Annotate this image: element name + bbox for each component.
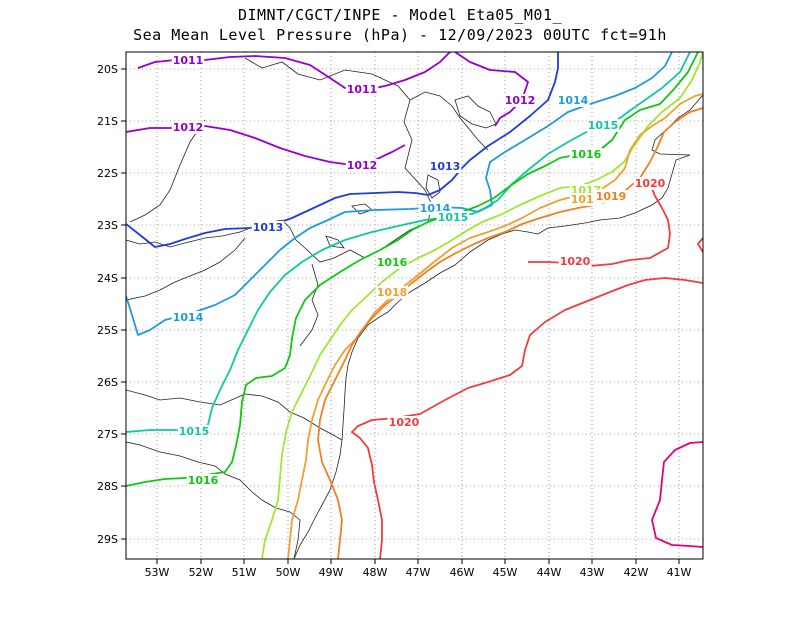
isobar-1021	[651, 441, 703, 548]
lon-label: 45W	[493, 566, 518, 579]
title-line-1: DIMNT/CGCT/INPE - Model Eta05_M01_	[237, 6, 563, 24]
contour-label-bg	[345, 83, 379, 96]
lat-label: 28S	[97, 480, 118, 493]
contour-label-bg	[594, 190, 628, 203]
contour-label: 1015	[179, 425, 210, 438]
lon-label: 50W	[276, 566, 301, 579]
isobar-1020-east	[697, 237, 703, 253]
lat-label: 21S	[97, 115, 118, 128]
lat-label: 20S	[97, 63, 118, 76]
bay	[351, 203, 373, 215]
contour-label: 1019	[596, 190, 627, 203]
contour-label: 1020	[389, 416, 420, 429]
lat-label: 25S	[97, 324, 118, 337]
isobar-1020-main	[351, 277, 703, 559]
lat-label: 24S	[97, 272, 118, 285]
contour-label: 1013	[430, 160, 461, 173]
contour-label-bg	[558, 255, 592, 268]
contour-label: 1020	[560, 255, 591, 268]
contour-label-bg	[503, 94, 537, 107]
state-border	[126, 389, 343, 441]
contour-label-bg	[186, 474, 220, 487]
contour-label-bg	[375, 256, 409, 269]
lon-label: 47W	[406, 566, 431, 579]
contour-label: 1012	[505, 94, 536, 107]
contour-label: 1015	[438, 211, 469, 224]
contour-label-bg	[251, 221, 285, 234]
contour-label: 1014	[558, 94, 589, 107]
contour-label: 1016	[571, 148, 602, 161]
contour-label: 1012	[347, 159, 378, 172]
contour-label: 1013	[253, 221, 284, 234]
contour-label: 1016	[188, 474, 219, 487]
lon-label: 44W	[537, 566, 562, 579]
contour-label-bg	[345, 159, 379, 172]
isobars	[126, 52, 703, 559]
state-border	[409, 91, 489, 151]
tick-marks	[121, 68, 680, 564]
contour-label-bg	[569, 148, 603, 161]
contour-label-bg	[436, 211, 470, 224]
contour-label: 1011	[173, 54, 204, 67]
state-border	[126, 441, 301, 559]
contour-label: 1015	[588, 119, 619, 132]
contour-labels: 1011 1011 1012 1012 1012 1013 1013 1014 …	[171, 54, 667, 487]
contour-label-bg	[171, 54, 205, 67]
lon-label: 42W	[624, 566, 649, 579]
contour-label: 1016	[377, 256, 408, 269]
lon-label: 48W	[363, 566, 388, 579]
state-border	[129, 119, 206, 223]
lon-label: 41W	[667, 566, 692, 579]
isobar-1013	[126, 52, 559, 248]
map-frame	[125, 51, 704, 560]
island	[454, 95, 497, 129]
lon-label: 52W	[189, 566, 214, 579]
contour-label: 1018	[377, 286, 408, 299]
lat-label: 29S	[97, 533, 118, 546]
lat-label: 27S	[97, 428, 118, 441]
bay	[425, 174, 441, 199]
lon-label: 53W	[145, 566, 170, 579]
contour-label-bg	[569, 193, 603, 206]
lon-label: 46W	[450, 566, 475, 579]
contour-label: 1018	[571, 193, 602, 206]
state-border	[299, 263, 319, 347]
contour-label-bg	[171, 311, 205, 324]
contour-label: 1011	[347, 83, 378, 96]
contour-label: 1020	[635, 177, 666, 190]
contour-label: 1012	[173, 121, 204, 134]
lon-label: 51W	[232, 566, 257, 579]
contour-label-bg	[633, 177, 667, 190]
lat-label: 26S	[97, 376, 118, 389]
coastline-north	[651, 94, 703, 156]
bay	[325, 235, 345, 249]
isobar-1017	[261, 52, 703, 559]
isobar-1015	[126, 52, 691, 433]
contour-label-bg	[387, 416, 421, 429]
contour-label-bg	[375, 286, 409, 299]
contour-label-bg	[556, 94, 590, 107]
contour-label: 1014	[173, 311, 204, 324]
lat-label: 22S	[97, 167, 118, 180]
isobar-1018	[287, 93, 703, 559]
lon-label: 49W	[319, 566, 344, 579]
isobar-1012-north	[454, 52, 529, 127]
contour-label-bg	[171, 121, 205, 134]
lon-labels: 53W 52W 51W 50W 49W 48W 47W 46W 45W 44W …	[145, 566, 692, 579]
lat-label: 23S	[97, 219, 118, 232]
contour-label-bg	[586, 119, 620, 132]
lon-label: 43W	[580, 566, 605, 579]
lat-labels: 20S 21S 22S 23S 24S 25S 26S 27S 28S 29S	[97, 63, 118, 546]
title-line-2: Sea Mean Level Pressure (hPa) - 12/09/20…	[133, 26, 667, 44]
contour-label-bg	[177, 425, 211, 438]
contour-label-bg	[428, 160, 462, 173]
coastline-main	[293, 154, 691, 559]
state-border	[126, 237, 246, 301]
grid-lines	[126, 52, 703, 559]
